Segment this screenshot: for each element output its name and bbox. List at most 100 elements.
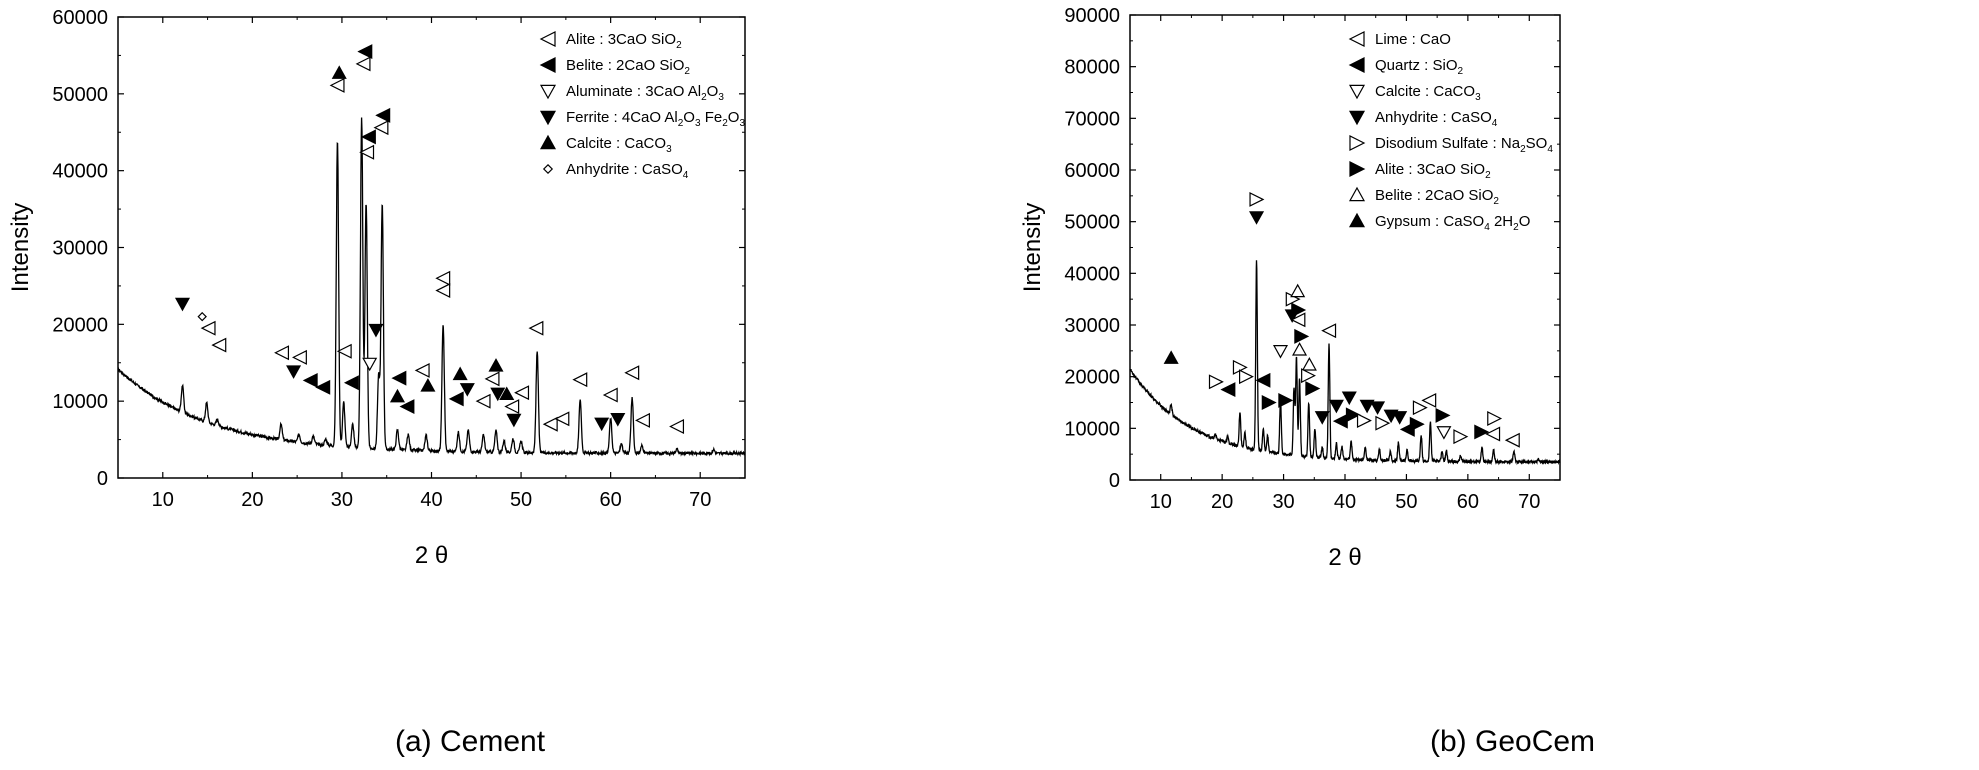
- legend-entry: Ferrite : 4CaO Al2O3 Fe2O3: [566, 109, 745, 129]
- legend-formula-part: SiO: [1433, 57, 1458, 74]
- legend-phase-name: Calcite: [1375, 83, 1421, 100]
- legend-formula-part: 4: [1484, 222, 1490, 233]
- legend-phase-name: Disodium Sulfate: [1375, 135, 1488, 152]
- legend-symbol-tri-up-open: [1348, 186, 1366, 202]
- legend-symbol-tri-left-fill: [1348, 57, 1365, 73]
- phase-marker-tri-down-fill: [174, 297, 191, 312]
- x-tick-label: 50: [1395, 491, 1417, 513]
- phase-marker-tri-right-fill: [1345, 407, 1361, 423]
- legend-entry: Aluminate : 3CaO Al2O3: [566, 83, 724, 103]
- legend-formula-part: SO: [1526, 135, 1548, 152]
- x-axis-label: 2 θ: [415, 542, 448, 569]
- phase-marker-tri-left-open: [435, 270, 451, 286]
- legend-symbol-tri-left-open: [539, 31, 556, 47]
- legend-formula-part: 4: [683, 170, 689, 181]
- phase-marker-tri-left-open: [200, 320, 216, 336]
- phase-marker-tri-left-open: [528, 320, 544, 336]
- y-tick-label: 0: [97, 468, 108, 490]
- phase-marker-tri-down-fill: [1341, 391, 1357, 406]
- phase-marker-tri-left-open: [514, 385, 530, 401]
- phase-marker-tri-left-fill: [448, 391, 464, 407]
- y-tick-label: 30000: [52, 238, 108, 260]
- y-tick-label: 80000: [1064, 57, 1120, 79]
- phase-marker-tri-left-open: [329, 77, 345, 93]
- phase-marker-tri-right-fill: [1278, 392, 1294, 408]
- phase-marker-tri-right-open: [1356, 413, 1372, 429]
- phase-marker-tri-left-open: [504, 399, 520, 415]
- legend-formula-part: O: [728, 109, 740, 126]
- phase-marker-tri-left-fill: [391, 370, 407, 386]
- y-axis-label: Intensity: [1019, 203, 1046, 292]
- x-tick-label: 20: [241, 489, 263, 511]
- y-tick-label: 10000: [52, 391, 108, 413]
- x-tick-label: 70: [689, 489, 711, 511]
- legend-formula-part: 2: [701, 92, 707, 103]
- chart-caption-geocem: (b) GeoCem: [1430, 725, 1596, 758]
- y-tick-label: 60000: [52, 7, 108, 29]
- x-tick-label: 30: [331, 489, 353, 511]
- legend-formula-part: 2H: [1490, 213, 1513, 230]
- legend-phase-name: Calcite: [566, 135, 612, 152]
- legend-formula-part: CaSO: [1443, 213, 1484, 230]
- phase-marker-tri-down-fill: [490, 387, 506, 402]
- phase-marker-tri-left-open: [554, 411, 570, 427]
- legend-formula-part: 3CaO SiO: [1417, 161, 1485, 178]
- phase-marker-tri-left-open: [484, 371, 500, 387]
- legend-formula-part: 3CaO Al: [645, 83, 701, 100]
- legend-separator: :: [595, 31, 608, 48]
- y-tick-label: 60000: [1064, 160, 1120, 182]
- phase-marker-tri-right-open: [1301, 368, 1316, 384]
- legend-symbol-tri-up-fill: [1348, 212, 1366, 228]
- x-tick-label: 10: [1150, 491, 1172, 513]
- legend-entry: Alite : 3CaO SiO2: [1375, 161, 1491, 181]
- phase-marker-tri-up-fill: [1163, 350, 1179, 364]
- phase-marker-tri-right-fill: [1409, 416, 1425, 432]
- phase-marker-tri-left-open: [669, 419, 685, 434]
- legend-separator: :: [1421, 83, 1434, 100]
- legend-entry: Belite : 2CaO SiO2: [566, 57, 690, 77]
- legend-symbol-diamond-open: [542, 163, 554, 175]
- xrd-chart-geocem: 0 10000 20000 30000 40000 50000 60000 70000 8000…: [1019, 5, 1561, 571]
- legend-formula-part: O: [683, 109, 695, 126]
- legend-entry: Calcite : CaCO3: [566, 135, 672, 155]
- y-tick-label: 40000: [1064, 263, 1120, 285]
- phase-marker-tri-left-fill: [399, 399, 415, 415]
- legend-separator: :: [1431, 213, 1444, 230]
- legend-formula-part: 3: [695, 118, 701, 129]
- legend-separator: :: [604, 57, 617, 74]
- phase-marker-tri-left-fill: [357, 44, 373, 60]
- phase-marker-tri-left-open: [336, 343, 352, 359]
- legend-phase-name: Quartz: [1375, 57, 1420, 74]
- phase-marker-tri-right-fill: [1305, 381, 1321, 397]
- phase-marker-tri-down-fill: [1392, 411, 1408, 425]
- phase-marker-tri-up-fill: [420, 378, 436, 392]
- y-tick-label: 20000: [1064, 367, 1120, 389]
- phase-marker-tri-up-open: [1290, 283, 1306, 298]
- legend-symbol-tri-down-open: [1348, 84, 1366, 100]
- phase-marker-tri-up-fill: [488, 358, 504, 372]
- legend-formula-part: 2: [722, 118, 728, 129]
- phase-marker-tri-left-open: [274, 345, 290, 361]
- x-tick-label: 60: [600, 489, 622, 511]
- legend-entry: Belite : 2CaO SiO2: [1375, 187, 1499, 207]
- legend-symbol-tri-down-open: [539, 84, 557, 100]
- legend-formula-part: 2: [678, 118, 684, 129]
- phase-marker-tri-right-fill: [1291, 302, 1307, 318]
- phase-marker-tri-left-open: [475, 393, 491, 409]
- phase-marker-tri-left-open: [624, 365, 640, 381]
- legend-formula-part: O: [707, 83, 719, 100]
- y-tick-label: 0: [1109, 470, 1120, 492]
- legend-phase-name: Anhydrite: [1375, 109, 1438, 126]
- legend-formula-part: CaO: [1420, 31, 1451, 48]
- phase-marker-tri-left-open: [1321, 323, 1337, 339]
- phase-marker-tri-up-open: [1292, 342, 1308, 356]
- phase-marker-tri-right-fill: [1435, 407, 1451, 423]
- legend-formula-part: 2: [1513, 222, 1519, 233]
- y-tick-label: 30000: [1064, 315, 1120, 337]
- y-tick-label: 70000: [1064, 108, 1120, 130]
- phase-marker-tri-right-open: [1375, 415, 1391, 431]
- legend-symbol-tri-left-open: [1348, 31, 1365, 47]
- legend-phase-name: Anhydrite: [566, 161, 629, 178]
- legend-phase-name: Ferrite: [566, 109, 609, 126]
- legend-formula-part: 2: [1493, 196, 1499, 207]
